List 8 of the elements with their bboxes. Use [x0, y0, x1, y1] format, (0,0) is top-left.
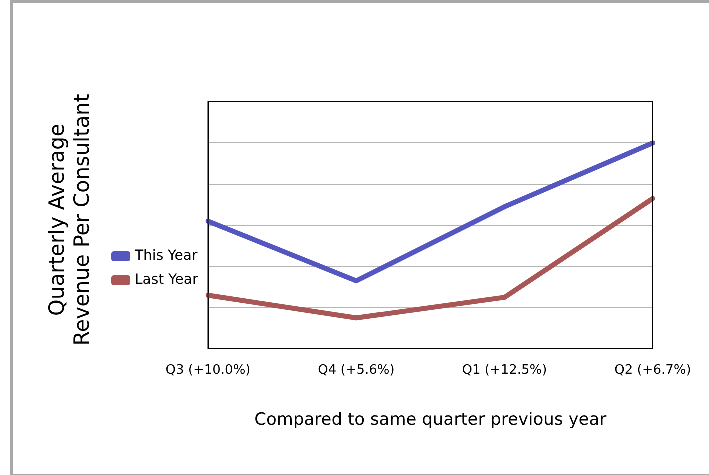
x-axis-title: Compared to same quarter previous year	[254, 410, 607, 430]
x-tick-label: Q2 (+6.7%)	[614, 363, 692, 378]
y-axis-title: Quarterly Average Revenue Per Consultant	[45, 93, 95, 348]
x-tick-label: Q3 (+10.0%)	[166, 363, 251, 378]
legend-label: This Year	[134, 248, 198, 264]
x-tick-label: Q4 (+5.6%)	[318, 363, 395, 378]
legend-label: Last Year	[135, 272, 198, 288]
x-tick-label: Q1 (+12.5%)	[462, 363, 548, 378]
